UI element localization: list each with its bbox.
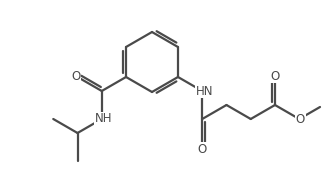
Text: NH: NH: [95, 113, 112, 126]
Text: O: O: [71, 70, 80, 84]
Text: O: O: [296, 113, 305, 126]
Text: O: O: [270, 70, 279, 83]
Text: O: O: [198, 142, 207, 156]
Text: HN: HN: [195, 84, 213, 98]
